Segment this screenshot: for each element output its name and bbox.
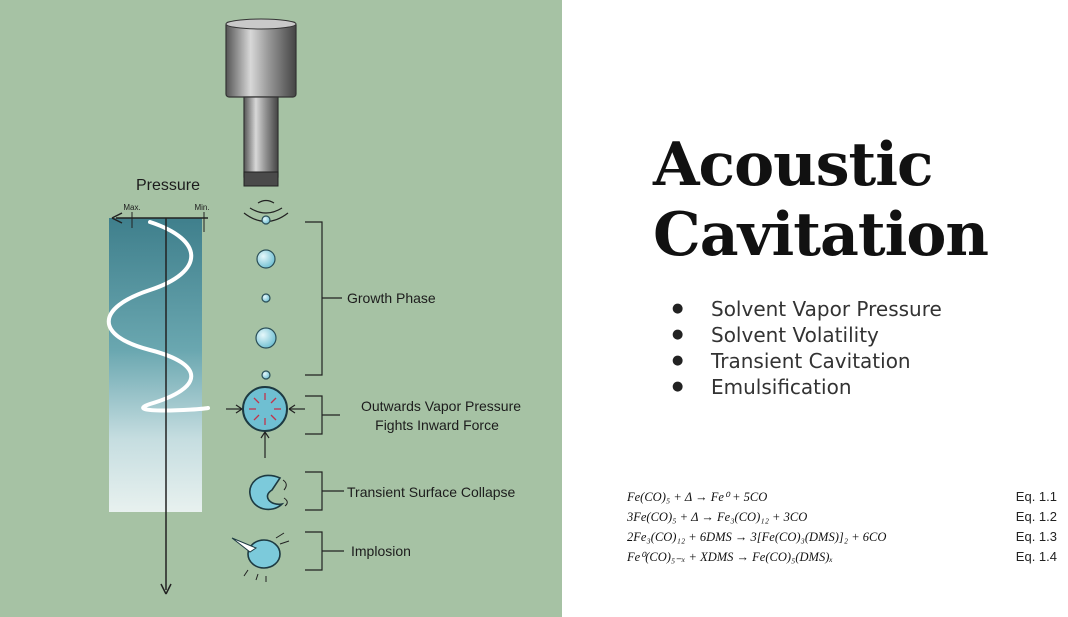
bubble xyxy=(256,249,276,269)
equation-text: Fe(CO)₅ + Δ → Fe⁰ + 5CO xyxy=(627,490,768,504)
figure-panel: Pressure Max. Min. xyxy=(0,0,562,617)
implosion-bracket xyxy=(305,531,344,571)
equation-text: 2Fe₃(CO)₁₂ + 6DMS → 3[Fe(CO)₃(DMS)]₂ + 6… xyxy=(627,530,887,544)
min-label: Min. xyxy=(194,203,209,212)
collapsing-bubble xyxy=(249,474,288,511)
pressure-wave xyxy=(106,220,210,413)
growth-phase-label: Growth Phase xyxy=(347,290,436,306)
equation-row: 2Fe₃(CO)₁₂ + 6DMS → 3[Fe(CO)₃(DMS)]₂ + 6… xyxy=(627,528,1057,548)
equation-label: Eq. 1.1 xyxy=(1015,489,1057,504)
equation-label: Eq. 1.3 xyxy=(1015,529,1057,544)
bubble xyxy=(255,327,277,349)
equation-text: Fe⁰(CO)₅₋ₓ + XDMS → Fe(CO)₅(DMS)ₓ xyxy=(627,550,833,564)
collapse-bracket xyxy=(305,471,344,511)
phase-brackets xyxy=(305,221,344,571)
axis-arrowhead-left xyxy=(111,212,123,224)
bullet-item: Solvent Vapor Pressure xyxy=(672,296,942,322)
slide-title: Acoustic Cavitation xyxy=(653,130,989,270)
title-line-1: Acoustic xyxy=(653,130,934,200)
cavitation-diagram: Pressure Max. Min. xyxy=(106,18,521,595)
bubbles xyxy=(255,215,277,380)
collapse-label: Transient Surface Collapse xyxy=(347,484,516,500)
implosion-label: Implosion xyxy=(351,543,411,559)
ultrasonic-horn xyxy=(225,18,297,187)
equation-text: 3Fe(CO)₅ + Δ → Fe₃(CO)₁₂ + 3CO xyxy=(627,510,808,524)
equation-label: Eq. 1.2 xyxy=(1015,509,1057,524)
imploding-bubble xyxy=(231,532,290,582)
max-label: Max. xyxy=(123,203,140,212)
pressure-label: Pressure xyxy=(136,177,200,194)
bullet-item: Emulsification xyxy=(672,374,942,400)
critical-bubble xyxy=(226,386,305,458)
title-line-2: Cavitation xyxy=(653,200,989,270)
bubble xyxy=(261,293,271,303)
bullet-item: Solvent Volatility xyxy=(672,322,942,348)
equation-row: Fe⁰(CO)₅₋ₓ + XDMS → Fe(CO)₅(DMS)ₓ Eq. 1.… xyxy=(627,548,1057,568)
equation-list: Fe(CO)₅ + Δ → Fe⁰ + 5CO Eq. 1.1 3Fe(CO)₅… xyxy=(627,488,1057,568)
vapor-pressure-label-line2: Fights Inward Force xyxy=(375,417,499,433)
growth-bracket xyxy=(305,221,342,376)
equation-row: 3Fe(CO)₅ + Δ → Fe₃(CO)₁₂ + 3CO Eq. 1.2 xyxy=(627,508,1057,528)
bubble xyxy=(261,215,271,225)
bullet-list: Solvent Vapor Pressure Solvent Volatilit… xyxy=(672,296,942,400)
equation-row: Fe(CO)₅ + Δ → Fe⁰ + 5CO Eq. 1.1 xyxy=(627,488,1057,508)
axis-arrowhead-down xyxy=(160,583,172,595)
equation-label: Eq. 1.4 xyxy=(1015,549,1057,564)
vapor-bracket xyxy=(305,395,340,435)
bubble xyxy=(261,370,271,380)
bullet-item: Transient Cavitation xyxy=(672,348,942,374)
vapor-pressure-label-line1: Outwards Vapor Pressure xyxy=(361,398,521,414)
